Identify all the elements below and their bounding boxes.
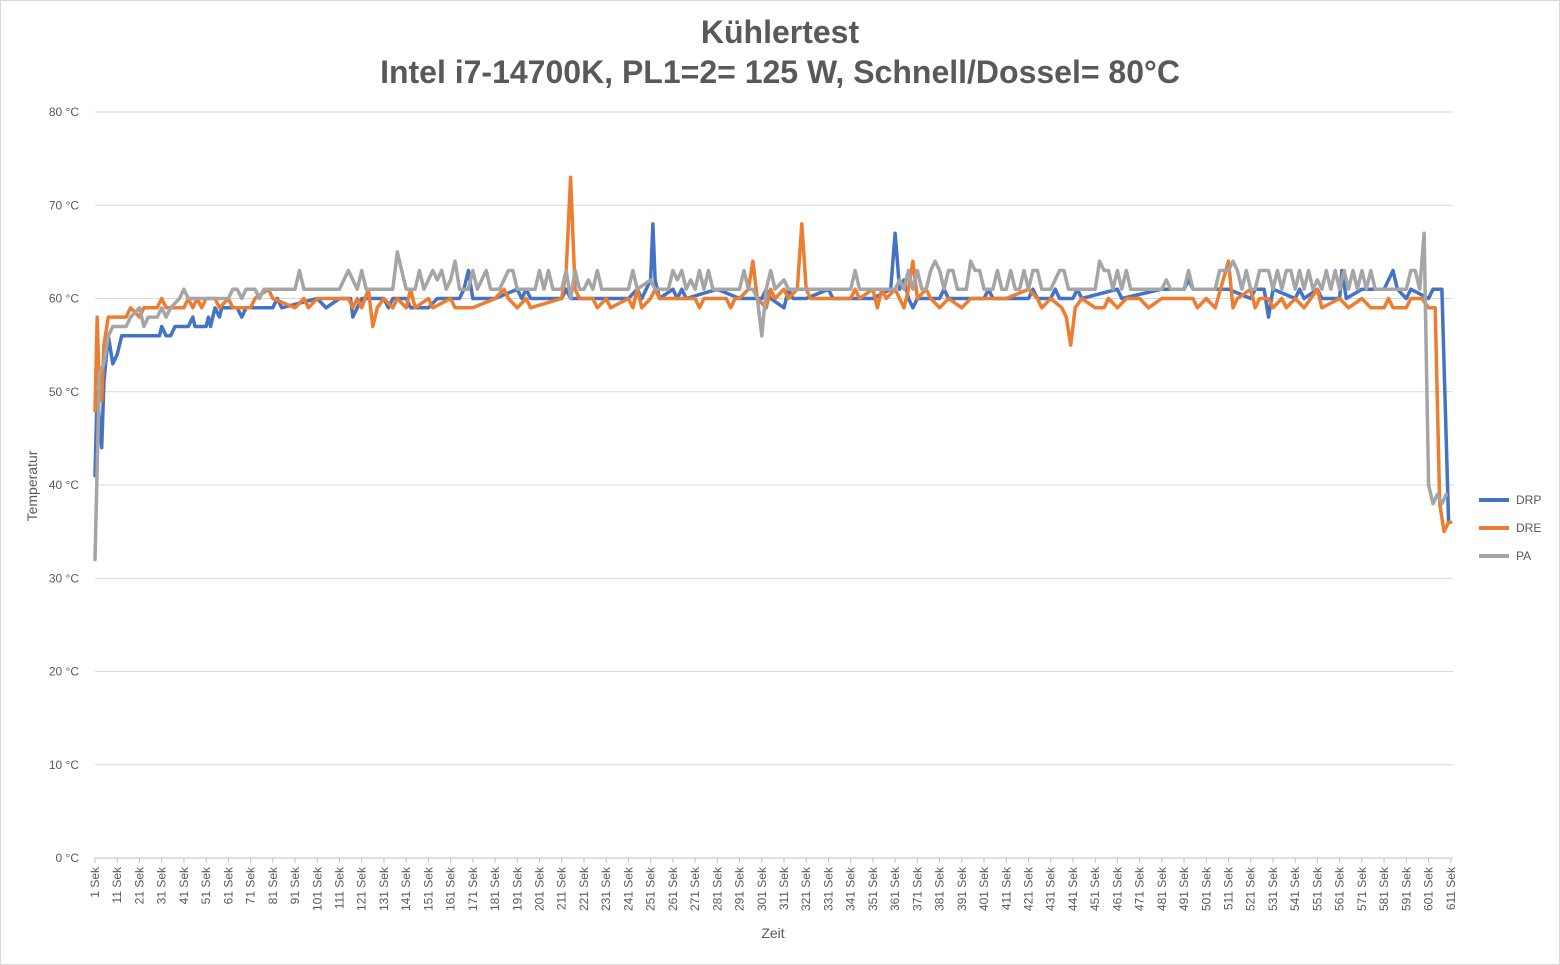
x-tick-label: 211 Sek [555,866,569,910]
x-tick-label: 481 Sek [1155,866,1169,911]
x-tick-label: 401 Sek [977,866,991,911]
x-tick-label: 181 Sek [488,866,502,911]
x-tick-label: 321 Sek [799,866,813,911]
x-tick-label: 281 Sek [710,866,724,911]
x-tick-label: 331 Sek [821,866,835,911]
x-tick-label: 551 Sek [1310,866,1324,911]
x-tick-label: 31 Sek [155,866,169,904]
series-line-drp [93,222,1451,525]
x-tick-label: 291 Sek [733,866,747,911]
x-tick-label: 501 Sek [1199,866,1213,911]
y-tick-label: 40 °C [49,478,79,492]
x-tick-label: 511 Sek [1222,866,1236,910]
x-tick-label: 221 Sek [577,866,591,911]
y-tick-label: 70 °C [49,198,79,212]
x-tick-label: 111 Sek [332,866,346,909]
x-tick-label: 201 Sek [533,866,547,911]
x-tick-label: 51 Sek [199,866,213,904]
x-tick-label: 371 Sek [910,866,924,911]
x-tick-label: 241 Sek [621,866,635,911]
x-tick-label: 451 Sek [1088,866,1102,911]
x-tick-label: 21 Sek [132,866,146,904]
series-line-pa [93,231,1449,562]
series-line-dre [93,175,1453,534]
x-tick-label: 11 Sek [110,866,124,903]
x-axis-ticks: 1 Sek 11 Sek 21 Sek 31 Sek 41 Sek 51 Sek 61 Se… [88,858,1458,911]
x-tick-label: 581 Sek [1377,866,1391,911]
x-tick-label: 431 Sek [1044,866,1058,911]
y-tick-label: 30 °C [49,571,79,585]
y-tick-label: 80 °C [49,105,79,119]
x-tick-label: 461 Sek [1110,866,1124,911]
x-tick-label: 311 Sek [777,866,791,910]
x-tick-label: 411 Sek [999,866,1013,910]
x-tick-label: 161 Sek [444,866,458,911]
chart-subtitle: Intel i7-14700K, PL1=2= 125 W, Schnell/D… [380,54,1180,90]
legend-label-pa: PA [1516,549,1531,563]
x-tick-label: 1 Sek [88,866,102,898]
x-tick-label: 131 Sek [377,866,391,911]
x-tick-label: 91 Sek [288,866,302,904]
y-axis-ticks: 0 °C 10 °C 20 °C 30 °C 40 °C 50 °C 60 °C 70 °C 8… [49,105,79,865]
x-tick-label: 391 Sek [955,866,969,911]
x-tick-label: 521 Sek [1244,866,1258,911]
x-axis-label: Zeit [761,925,784,941]
x-tick-label: 471 Sek [1133,866,1147,911]
x-tick-label: 41 Sek [177,866,191,904]
x-tick-label: 421 Sek [1021,866,1035,911]
x-tick-label: 261 Sek [666,866,680,911]
y-tick-label: 60 °C [49,292,79,306]
chart-title: Kühlertest [700,14,860,50]
x-tick-label: 191 Sek [510,866,524,911]
y-tick-label: 20 °C [49,665,79,679]
x-tick-label: 441 Sek [1066,866,1080,911]
x-tick-label: 61 Sek [221,866,235,904]
gridlines [95,111,1453,859]
x-tick-label: 601 Sek [1422,866,1436,911]
x-tick-label: 351 Sek [866,866,880,911]
x-tick-label: 571 Sek [1355,866,1369,911]
legend-label-dre: DRE [1516,521,1541,535]
y-tick-label: 50 °C [49,385,79,399]
x-tick-label: 591 Sek [1399,866,1413,911]
x-tick-label: 611 Sek [1444,866,1458,910]
x-tick-label: 101 Sek [310,866,324,911]
x-tick-label: 141 Sek [399,866,413,911]
x-tick-label: 531 Sek [1266,866,1280,911]
x-tick-label: 381 Sek [933,866,947,911]
x-tick-label: 171 Sek [466,866,480,911]
series-lines [93,175,1453,562]
x-tick-label: 81 Sek [266,866,280,904]
legend: DRP DRE PA [1479,493,1541,563]
x-tick-label: 361 Sek [888,866,902,911]
y-tick-label: 0 °C [56,851,80,865]
x-tick-label: 231 Sek [599,866,613,911]
x-tick-label: 341 Sek [844,866,858,911]
x-tick-label: 491 Sek [1177,866,1191,911]
x-tick-label: 541 Sek [1288,866,1302,911]
x-tick-label: 151 Sek [421,866,435,911]
x-tick-label: 561 Sek [1333,866,1347,911]
x-tick-label: 301 Sek [755,866,769,911]
y-axis-label: Temperatur [24,450,40,521]
y-tick-label: 10 °C [49,758,79,772]
x-tick-label: 71 Sek [244,866,258,904]
x-tick-label: 271 Sek [688,866,702,911]
legend-label-drp: DRP [1516,493,1541,507]
x-tick-label: 121 Sek [355,866,369,911]
x-tick-label: 251 Sek [644,866,658,911]
